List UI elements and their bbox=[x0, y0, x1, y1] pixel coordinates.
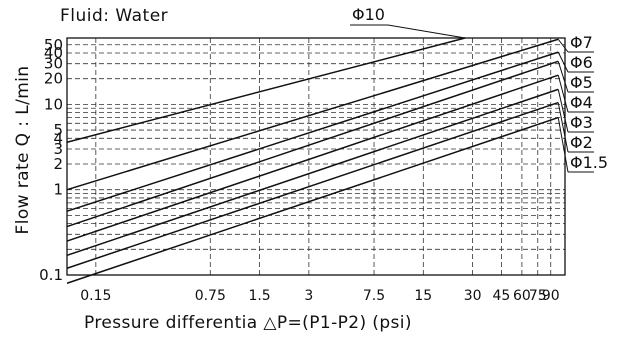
series-label: Φ3 bbox=[570, 113, 593, 132]
leader-line bbox=[387, 24, 466, 39]
leader-line bbox=[557, 89, 569, 133]
x-tick-label: 0.15 bbox=[80, 288, 111, 304]
series-label: Φ6 bbox=[570, 53, 593, 72]
y-tick-label: 0.1 bbox=[39, 266, 63, 284]
y-tick-label: 4 bbox=[53, 129, 63, 147]
y-tick-label: 1 bbox=[53, 181, 63, 199]
y-tick-label: 2 bbox=[53, 155, 63, 173]
x-tick-label: 60 bbox=[513, 288, 531, 304]
series-label: Φ4 bbox=[570, 93, 593, 112]
y-tick-label: 50 bbox=[44, 36, 63, 54]
leader-line bbox=[557, 75, 569, 113]
x-tick-label: 90 bbox=[542, 288, 560, 304]
series-line-7 bbox=[66, 116, 559, 284]
x-gridlines bbox=[95, 38, 552, 275]
series-line-4 bbox=[66, 74, 559, 242]
series-line-0 bbox=[66, 37, 466, 143]
series-label: Φ7 bbox=[570, 33, 593, 52]
x-axis-label: Pressure differentia △P=(P1-P2) (psi) bbox=[84, 313, 412, 333]
series-label: Φ10 bbox=[352, 5, 385, 24]
series-label: Φ2 bbox=[570, 133, 593, 152]
y-tick-label: 3 bbox=[53, 140, 63, 158]
series-line-3 bbox=[66, 60, 559, 228]
series-label: Φ5 bbox=[570, 73, 593, 92]
series-label: Φ1.5 bbox=[570, 153, 608, 172]
x-tick-label: 0.75 bbox=[195, 288, 226, 304]
series-line-5 bbox=[66, 88, 559, 257]
y-tick-label: 40 bbox=[44, 44, 63, 62]
y-tick-label: 30 bbox=[44, 55, 63, 73]
y-gridlines bbox=[67, 44, 565, 250]
leader-line bbox=[557, 117, 569, 173]
x-tick-label: 7.5 bbox=[363, 288, 385, 304]
series-lines bbox=[66, 37, 559, 284]
series-line-2 bbox=[66, 51, 559, 212]
x-tick-label: 3 bbox=[304, 288, 313, 304]
x-tick-label: 30 bbox=[464, 288, 482, 304]
chart-title: Fluid: Water bbox=[60, 6, 169, 26]
x-tick-label: 1.5 bbox=[248, 288, 270, 304]
x-tick-label: 75 bbox=[529, 288, 547, 304]
y-tick-label: 20 bbox=[44, 70, 63, 88]
leader-line bbox=[557, 38, 569, 53]
y-tick-label: 5 bbox=[53, 121, 63, 139]
x-tick-label: 15 bbox=[414, 288, 432, 304]
leader-line bbox=[557, 51, 569, 73]
x-tick-label: 45 bbox=[493, 288, 511, 304]
leader-line bbox=[557, 61, 569, 93]
leader-line bbox=[557, 102, 569, 153]
series-line-6 bbox=[66, 101, 559, 269]
series-line-1 bbox=[66, 38, 559, 191]
y-tick-label: 10 bbox=[44, 95, 63, 113]
